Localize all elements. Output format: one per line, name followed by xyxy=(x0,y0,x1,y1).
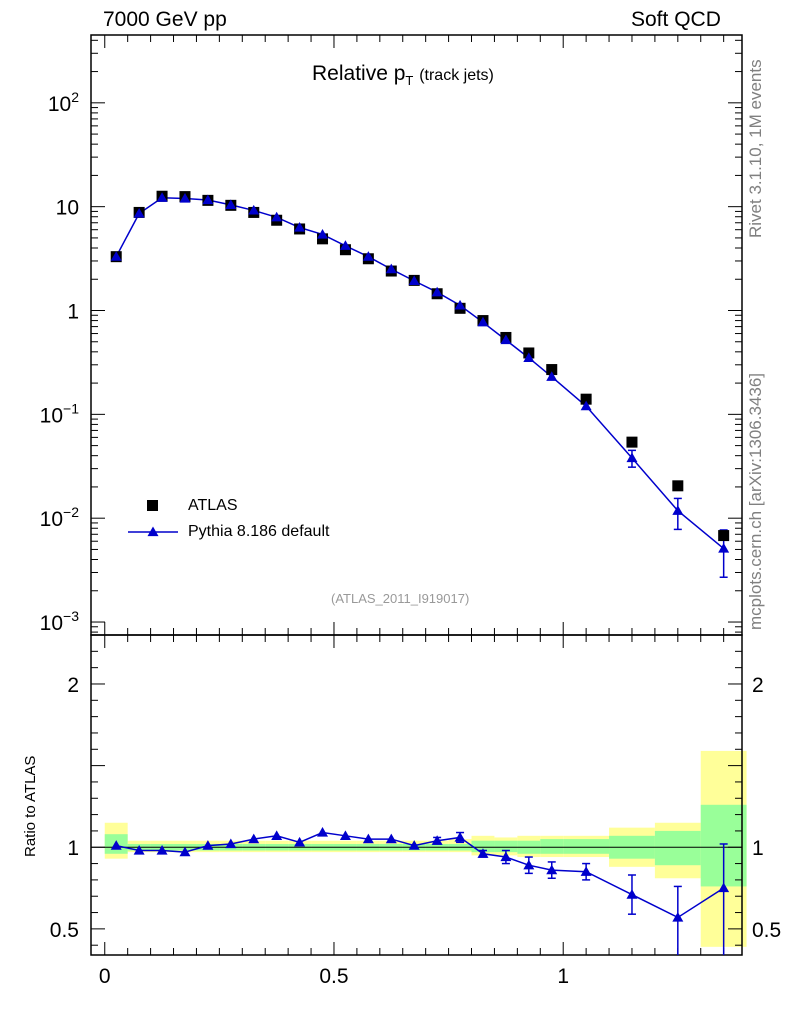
mc-point xyxy=(523,352,535,362)
legend-marker-atlas xyxy=(147,500,158,511)
ratio-y-tick-label: 0.5 xyxy=(50,919,79,942)
ratio-band-inner xyxy=(540,839,564,854)
ratio-point xyxy=(133,845,145,855)
atlas-data-point xyxy=(626,436,638,448)
mc-point xyxy=(500,334,512,345)
mc-point xyxy=(580,400,592,411)
mc-point xyxy=(408,275,420,285)
y-tick-exponent: −1 xyxy=(63,400,79,416)
ratio-band-inner xyxy=(494,840,518,853)
atlas-data-point xyxy=(546,364,558,376)
mc-line xyxy=(115,196,725,550)
side-text-rivet: Rivet 3.1.10, 1M events xyxy=(746,59,765,238)
ratio-point xyxy=(156,845,168,855)
chart-title-main: Relative p xyxy=(312,62,406,85)
ratio-point xyxy=(362,833,374,844)
mc-point xyxy=(271,211,283,222)
ratio-plot-frame xyxy=(90,634,743,956)
y-tick-label: 1 xyxy=(67,301,79,324)
side-text-mcplots: mcplots.cern.ch [arXiv:1306.3436] xyxy=(746,372,765,630)
x-tick-label: 0 xyxy=(99,965,111,988)
mc-point xyxy=(339,240,351,250)
y-tick-exponent: 2 xyxy=(71,89,79,105)
y-tick-label: 10−2 xyxy=(40,504,80,531)
mc-point xyxy=(317,228,329,239)
ratio-point xyxy=(431,835,443,845)
chart-title-sub: T xyxy=(405,73,414,89)
mc-point xyxy=(454,299,466,310)
mc-point xyxy=(362,251,374,261)
mc-point xyxy=(202,194,214,205)
ratio-band-inner xyxy=(563,839,610,854)
legend-marker-pythia xyxy=(147,526,159,537)
ratio-point xyxy=(294,836,306,847)
chart-title-suffix: (track jets) xyxy=(419,67,494,84)
y-tick-label: 10−1 xyxy=(40,400,80,427)
ratio-point xyxy=(626,889,638,899)
ratio-point xyxy=(179,846,191,857)
ratio-band-inner xyxy=(654,830,701,866)
header-right-label: Soft QCD xyxy=(631,8,721,31)
ratio-line xyxy=(116,831,725,919)
ratio-point xyxy=(546,864,558,875)
y-tick-label: 10−3 xyxy=(40,608,80,635)
ratio-point xyxy=(454,831,466,842)
legend-label-atlas: ATLAS xyxy=(188,497,238,514)
atlas-data-point xyxy=(718,530,730,542)
ratio-point xyxy=(385,833,397,844)
y-tick-label: 10 xyxy=(56,197,79,220)
ratio-point xyxy=(271,830,283,840)
analysis-tag: (ATLAS_2011_I919017) xyxy=(331,591,470,606)
ratio-point xyxy=(317,827,329,837)
mc-point xyxy=(385,263,397,274)
ratio-point xyxy=(339,830,351,840)
x-tick-label: 1 xyxy=(557,965,569,988)
ratio-point xyxy=(672,911,684,922)
ratio-band-inner xyxy=(471,840,495,853)
mc-point xyxy=(477,316,489,327)
ratio-point xyxy=(523,859,535,870)
x-tick-label: 0.5 xyxy=(319,965,348,988)
mc-point xyxy=(133,207,145,218)
ratio-point xyxy=(110,840,122,850)
y-tick-exponent: −2 xyxy=(63,504,79,520)
ratio-point xyxy=(248,833,260,844)
mc-point xyxy=(110,251,122,261)
ratio-y-tick-label: 1 xyxy=(67,837,79,860)
ratio-point xyxy=(225,838,237,849)
atlas-data-point xyxy=(317,233,329,245)
mc-point xyxy=(431,286,443,297)
main-plot-frame xyxy=(90,34,743,636)
legend-label-pythia: Pythia 8.186 default xyxy=(188,523,330,540)
ratio-ylabel: Ratio to ATLAS xyxy=(22,755,39,857)
ratio-y-tick-label-right: 2 xyxy=(752,674,764,697)
ratio-y-tick-label: 2 xyxy=(67,674,79,697)
ratio-point xyxy=(477,848,489,858)
mc-point xyxy=(294,222,306,232)
mc-point xyxy=(546,371,558,381)
atlas-data-point xyxy=(672,480,684,492)
y-tick-label: 102 xyxy=(48,89,79,116)
ratio-y-tick-label-right: 0.5 xyxy=(752,919,781,942)
mc-point xyxy=(626,452,638,463)
mc-point xyxy=(156,192,168,202)
atlas-data-point xyxy=(580,393,592,405)
ratio-point xyxy=(718,882,730,893)
ratio-point xyxy=(580,866,592,876)
ratio-point xyxy=(202,840,214,850)
header-left-label: 7000 GeV pp xyxy=(103,8,227,31)
ratio-point xyxy=(408,840,420,850)
y-tick-exponent: −3 xyxy=(63,608,79,624)
mc-point xyxy=(248,204,260,215)
mc-point xyxy=(179,192,191,203)
ratio-y-tick-label-right: 1 xyxy=(752,837,764,860)
ratio-point xyxy=(500,851,512,862)
chart-title: Relative pT (track jets) xyxy=(312,62,494,88)
mc-point xyxy=(225,199,237,210)
mc-point xyxy=(672,505,684,515)
mc-point xyxy=(718,543,730,553)
